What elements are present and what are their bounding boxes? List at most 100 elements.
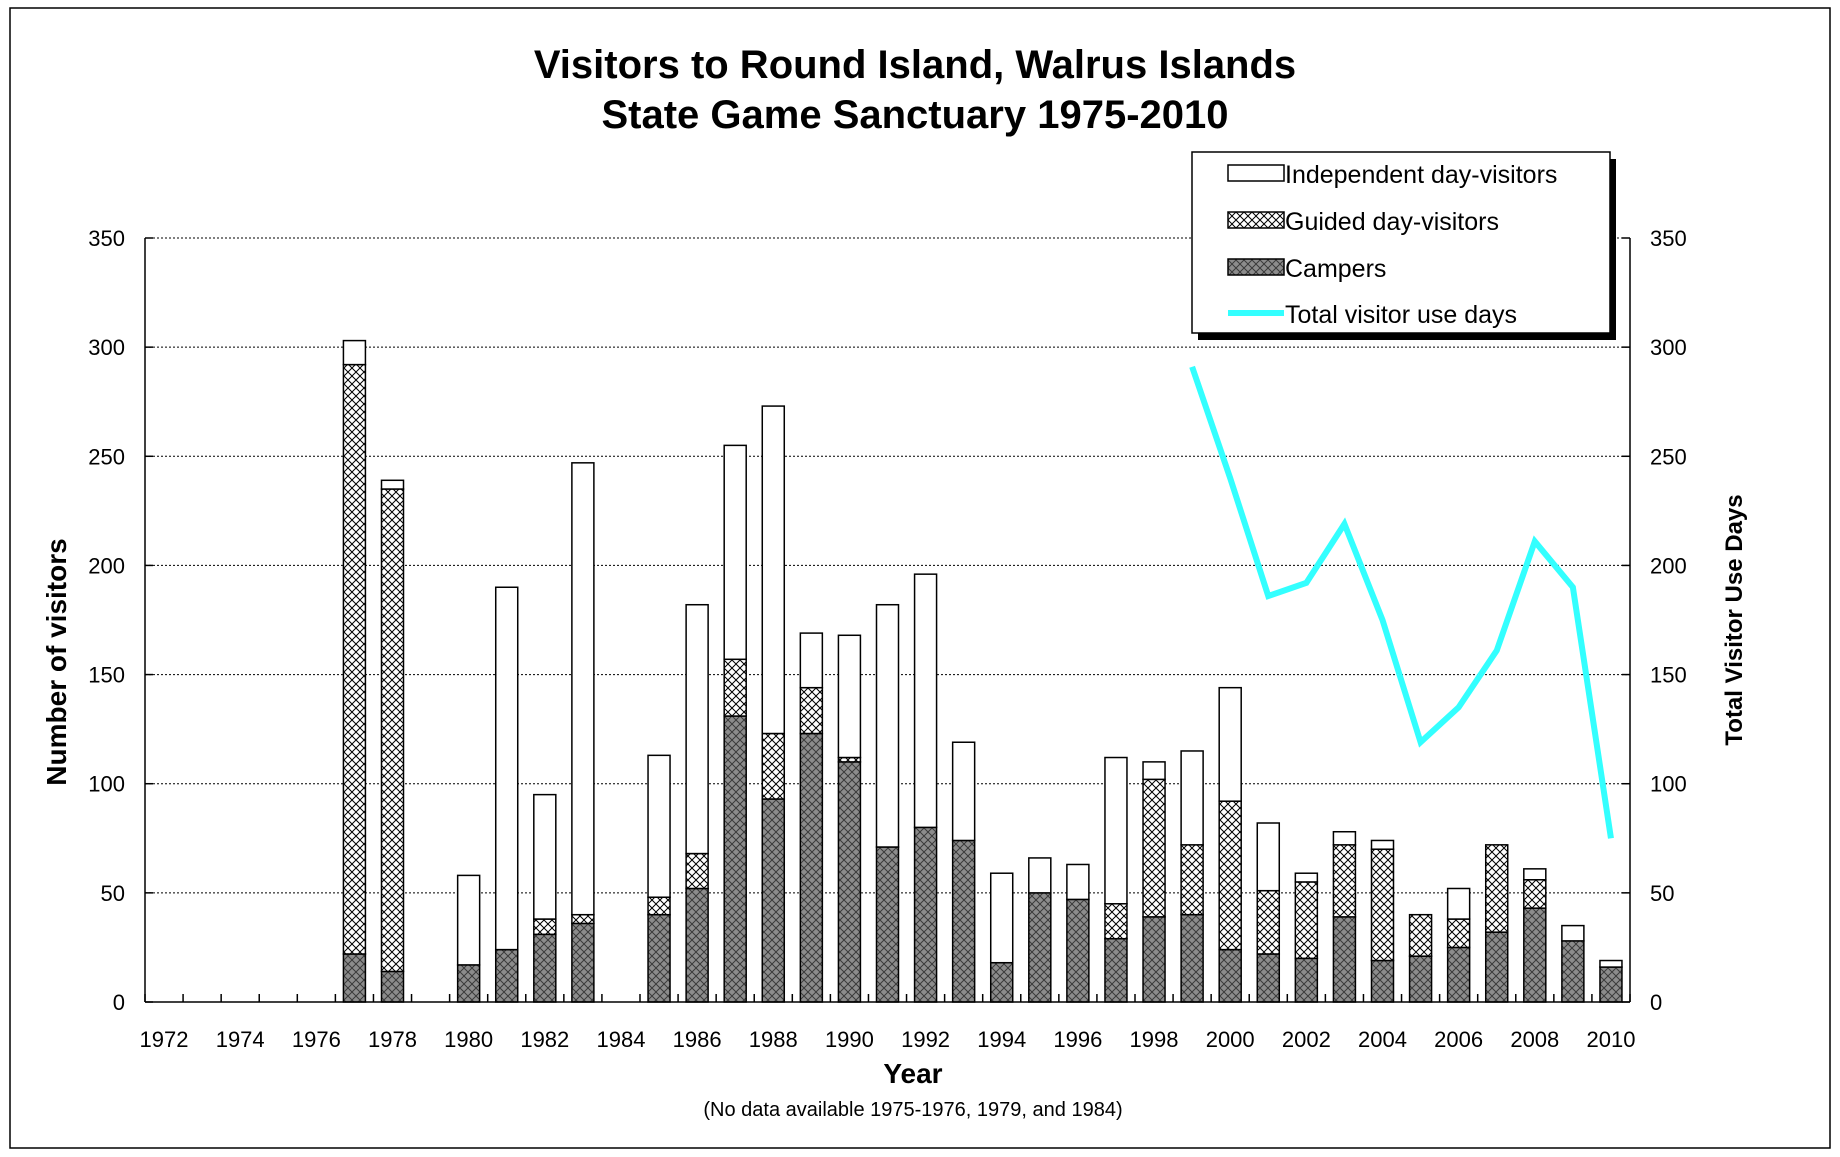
y2-tick-label: 50 (1650, 881, 1674, 906)
bar-segment (533, 918, 557, 936)
y2-tick-label: 200 (1650, 553, 1687, 578)
bar-segment (875, 846, 900, 1003)
bar-segment (1180, 844, 1204, 916)
legend-swatch-guided (1227, 211, 1285, 229)
bar-segment (1599, 959, 1623, 968)
bar-segment (1142, 916, 1166, 1003)
bar-segment (1599, 966, 1623, 1003)
bar-segment (647, 913, 671, 1003)
bar-segment (1104, 903, 1128, 940)
legend: Independent day-visitors Guided day-visi… (1191, 151, 1616, 340)
bar-segment (1104, 756, 1128, 905)
bar-segment (456, 874, 481, 966)
bar-segment (571, 913, 595, 925)
bar-segment (1523, 879, 1547, 909)
bar-segment (1028, 892, 1052, 1003)
bar-segment (380, 479, 405, 490)
axes: 0 0 50 50 100 100 150 150 200 200 250 250 300 300 350 3… (88, 226, 1686, 1052)
bar-segment (1370, 959, 1395, 1003)
x-tick-label: 2002 (1282, 1027, 1331, 1052)
bar-segment (1294, 957, 1319, 1003)
y-axis-label: Number of visitors (41, 538, 72, 785)
x-tick-label: 1978 (368, 1027, 417, 1052)
y-tick-label: 200 (88, 553, 125, 578)
bar-segment (989, 961, 1014, 1003)
bar-segment (647, 754, 671, 898)
bar-segment (1180, 913, 1204, 1003)
bar-segment (761, 732, 786, 800)
bar-segment (913, 826, 938, 1003)
legend-swatch-campers (1227, 258, 1285, 276)
bar-segment (494, 948, 519, 1003)
bar-segment (1446, 918, 1471, 949)
bar-segment (1561, 940, 1585, 1003)
y-tick-label: 100 (88, 772, 125, 797)
chart-title-line-2: State Game Sanctuary 1975-2010 (601, 93, 1228, 137)
bar-segment (1218, 800, 1242, 951)
x-tick-label: 1992 (901, 1027, 950, 1052)
y-tick-label: 350 (88, 226, 125, 251)
bar-segment (1294, 881, 1319, 960)
bar-segment (533, 933, 557, 1003)
bar-segment (342, 953, 367, 1003)
bar-segment (380, 970, 405, 1003)
bar-segment (837, 761, 862, 1003)
y2-tick-label: 300 (1650, 335, 1687, 360)
x-tick-label: 2006 (1434, 1027, 1483, 1052)
bar-segment (1294, 872, 1319, 883)
legend-label-total: Total visitor use days (1285, 301, 1517, 329)
bar-segment (342, 339, 367, 366)
y2-tick-label: 100 (1650, 772, 1687, 797)
bar-segment (1256, 889, 1281, 955)
x-tick-label: 2000 (1206, 1027, 1255, 1052)
line-series (1189, 365, 1614, 839)
bar-segment (1408, 913, 1433, 957)
bar-segment (571, 922, 595, 1003)
bar-segment (1218, 948, 1242, 1003)
bar-segment (1256, 953, 1281, 1003)
legend-box (1191, 151, 1611, 334)
bar-segment (989, 872, 1014, 964)
y-tick-label: 0 (113, 990, 125, 1015)
bar-segment (1370, 839, 1395, 850)
bar-segment (342, 363, 367, 955)
x-tick-label: 1980 (444, 1027, 493, 1052)
bar-segment (1142, 778, 1166, 918)
x-tick-label: 2010 (1586, 1027, 1635, 1052)
bar-segment (685, 852, 709, 890)
y-tick-label: 250 (88, 444, 125, 469)
bar-segment (913, 573, 938, 829)
y2-axis-label: Total Visitor Use Days (1721, 494, 1748, 745)
bar-segment (799, 732, 824, 1003)
bar-segment (1066, 863, 1090, 901)
x-tick-label: 1972 (140, 1027, 189, 1052)
bar-segment (799, 686, 824, 735)
bar-segment (1523, 907, 1547, 1003)
legend-swatch-independent (1227, 164, 1285, 182)
y2-tick-label: 150 (1650, 663, 1687, 688)
bar-segment (456, 964, 481, 1003)
chart-title-line-1: Visitors to Round Island, Walrus Islands (534, 43, 1296, 87)
bar-segment (685, 887, 709, 1003)
bar-segment (951, 741, 976, 842)
bar-segment (1218, 686, 1242, 802)
bar-segment (1370, 848, 1395, 962)
bar-segment (1446, 946, 1471, 1003)
total-visitor-use-days-line (1189, 365, 1614, 839)
bar-segment (761, 405, 786, 735)
bar-segment (1484, 844, 1509, 933)
x-tick-label: 2004 (1358, 1027, 1407, 1052)
bar-segment (571, 462, 595, 916)
x-axis-label: Year (883, 1058, 942, 1089)
y-tick-label: 50 (101, 881, 125, 906)
bar-segment (1028, 857, 1052, 894)
bar-segment (1332, 844, 1357, 918)
y-tick-label: 300 (88, 335, 125, 360)
x-tick-label: 2008 (1510, 1027, 1559, 1052)
x-tick-label: 1984 (596, 1027, 645, 1052)
bar-segment (723, 444, 747, 661)
bar-segment (1104, 937, 1128, 1003)
y2-tick-label: 250 (1650, 444, 1687, 469)
bar-segment (533, 793, 557, 920)
